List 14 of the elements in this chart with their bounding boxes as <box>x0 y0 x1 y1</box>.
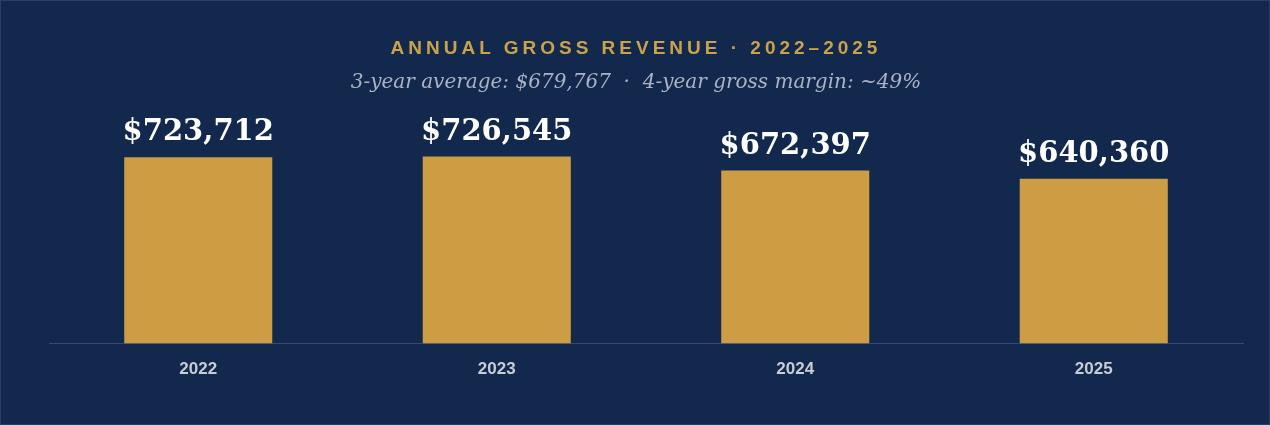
bar <box>721 170 870 344</box>
data-label: $640,360 <box>1018 134 1170 169</box>
bar <box>422 156 571 344</box>
x-tick-label: 2025 <box>1074 359 1113 379</box>
x-tick-label: 2022 <box>179 359 218 379</box>
bar <box>1019 178 1168 344</box>
bar <box>124 157 273 344</box>
data-label: $723,712 <box>122 113 274 148</box>
chart-title: ANNUAL GROSS REVENUE · 2022–2025 <box>389 37 883 59</box>
data-label: $726,545 <box>421 112 573 147</box>
x-tick-label: 2024 <box>776 359 815 379</box>
chart-subtitle: 3-year average: $679,767 · 4-year gross margin: ~49% <box>349 69 923 93</box>
x-tick-label: 2023 <box>477 359 516 379</box>
data-label: $672,397 <box>719 126 871 161</box>
